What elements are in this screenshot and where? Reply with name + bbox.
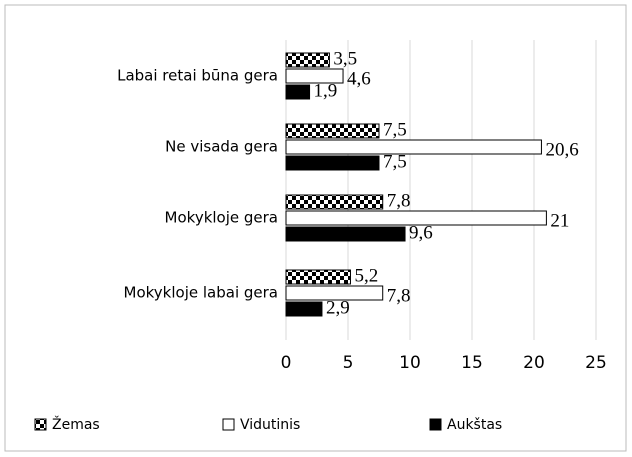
- value-label: 1,9: [314, 80, 338, 101]
- value-label: 3,5: [333, 48, 357, 69]
- bar: [285, 52, 330, 68]
- x-tick-label: 0: [281, 353, 292, 373]
- bar: [285, 226, 406, 242]
- bar: [285, 139, 542, 155]
- legend-marker: [429, 418, 442, 431]
- x-tick-label: 5: [343, 353, 354, 373]
- bar: [285, 269, 351, 285]
- value-label: 7,8: [387, 190, 411, 211]
- bar: [285, 301, 323, 317]
- bar: [285, 68, 344, 84]
- value-label: 2,9: [326, 297, 350, 318]
- bar: [285, 285, 384, 301]
- bar: [285, 210, 547, 226]
- category-label: Ne visada gera: [165, 138, 278, 156]
- bar: [285, 84, 311, 100]
- value-label: 21: [550, 210, 569, 231]
- x-tick-label: 20: [523, 353, 545, 373]
- bar: [285, 123, 380, 139]
- value-label: 9,6: [409, 222, 433, 243]
- x-tick-label: 15: [461, 353, 483, 373]
- value-label: 7,5: [383, 151, 407, 172]
- value-label: 4,6: [347, 68, 371, 89]
- bar: [285, 155, 380, 171]
- value-label: 5,2: [354, 265, 378, 286]
- x-tick-label: 25: [585, 353, 607, 373]
- category-label: Mokykloje labai gera: [124, 284, 278, 302]
- bar: [285, 194, 384, 210]
- legend-label: Vidutinis: [240, 417, 300, 433]
- value-label: 7,5: [383, 119, 407, 140]
- value-label: 20,6: [545, 139, 578, 160]
- x-tick-label: 10: [399, 353, 421, 373]
- legend-label: Aukštas: [447, 417, 502, 433]
- legend-label: Žemas: [52, 415, 100, 433]
- category-label: Mokykloje gera: [165, 209, 278, 227]
- value-label: 7,8: [387, 285, 411, 306]
- legend-marker: [34, 418, 47, 431]
- category-label: Labai retai būna gera: [117, 67, 278, 85]
- legend-marker: [222, 418, 235, 431]
